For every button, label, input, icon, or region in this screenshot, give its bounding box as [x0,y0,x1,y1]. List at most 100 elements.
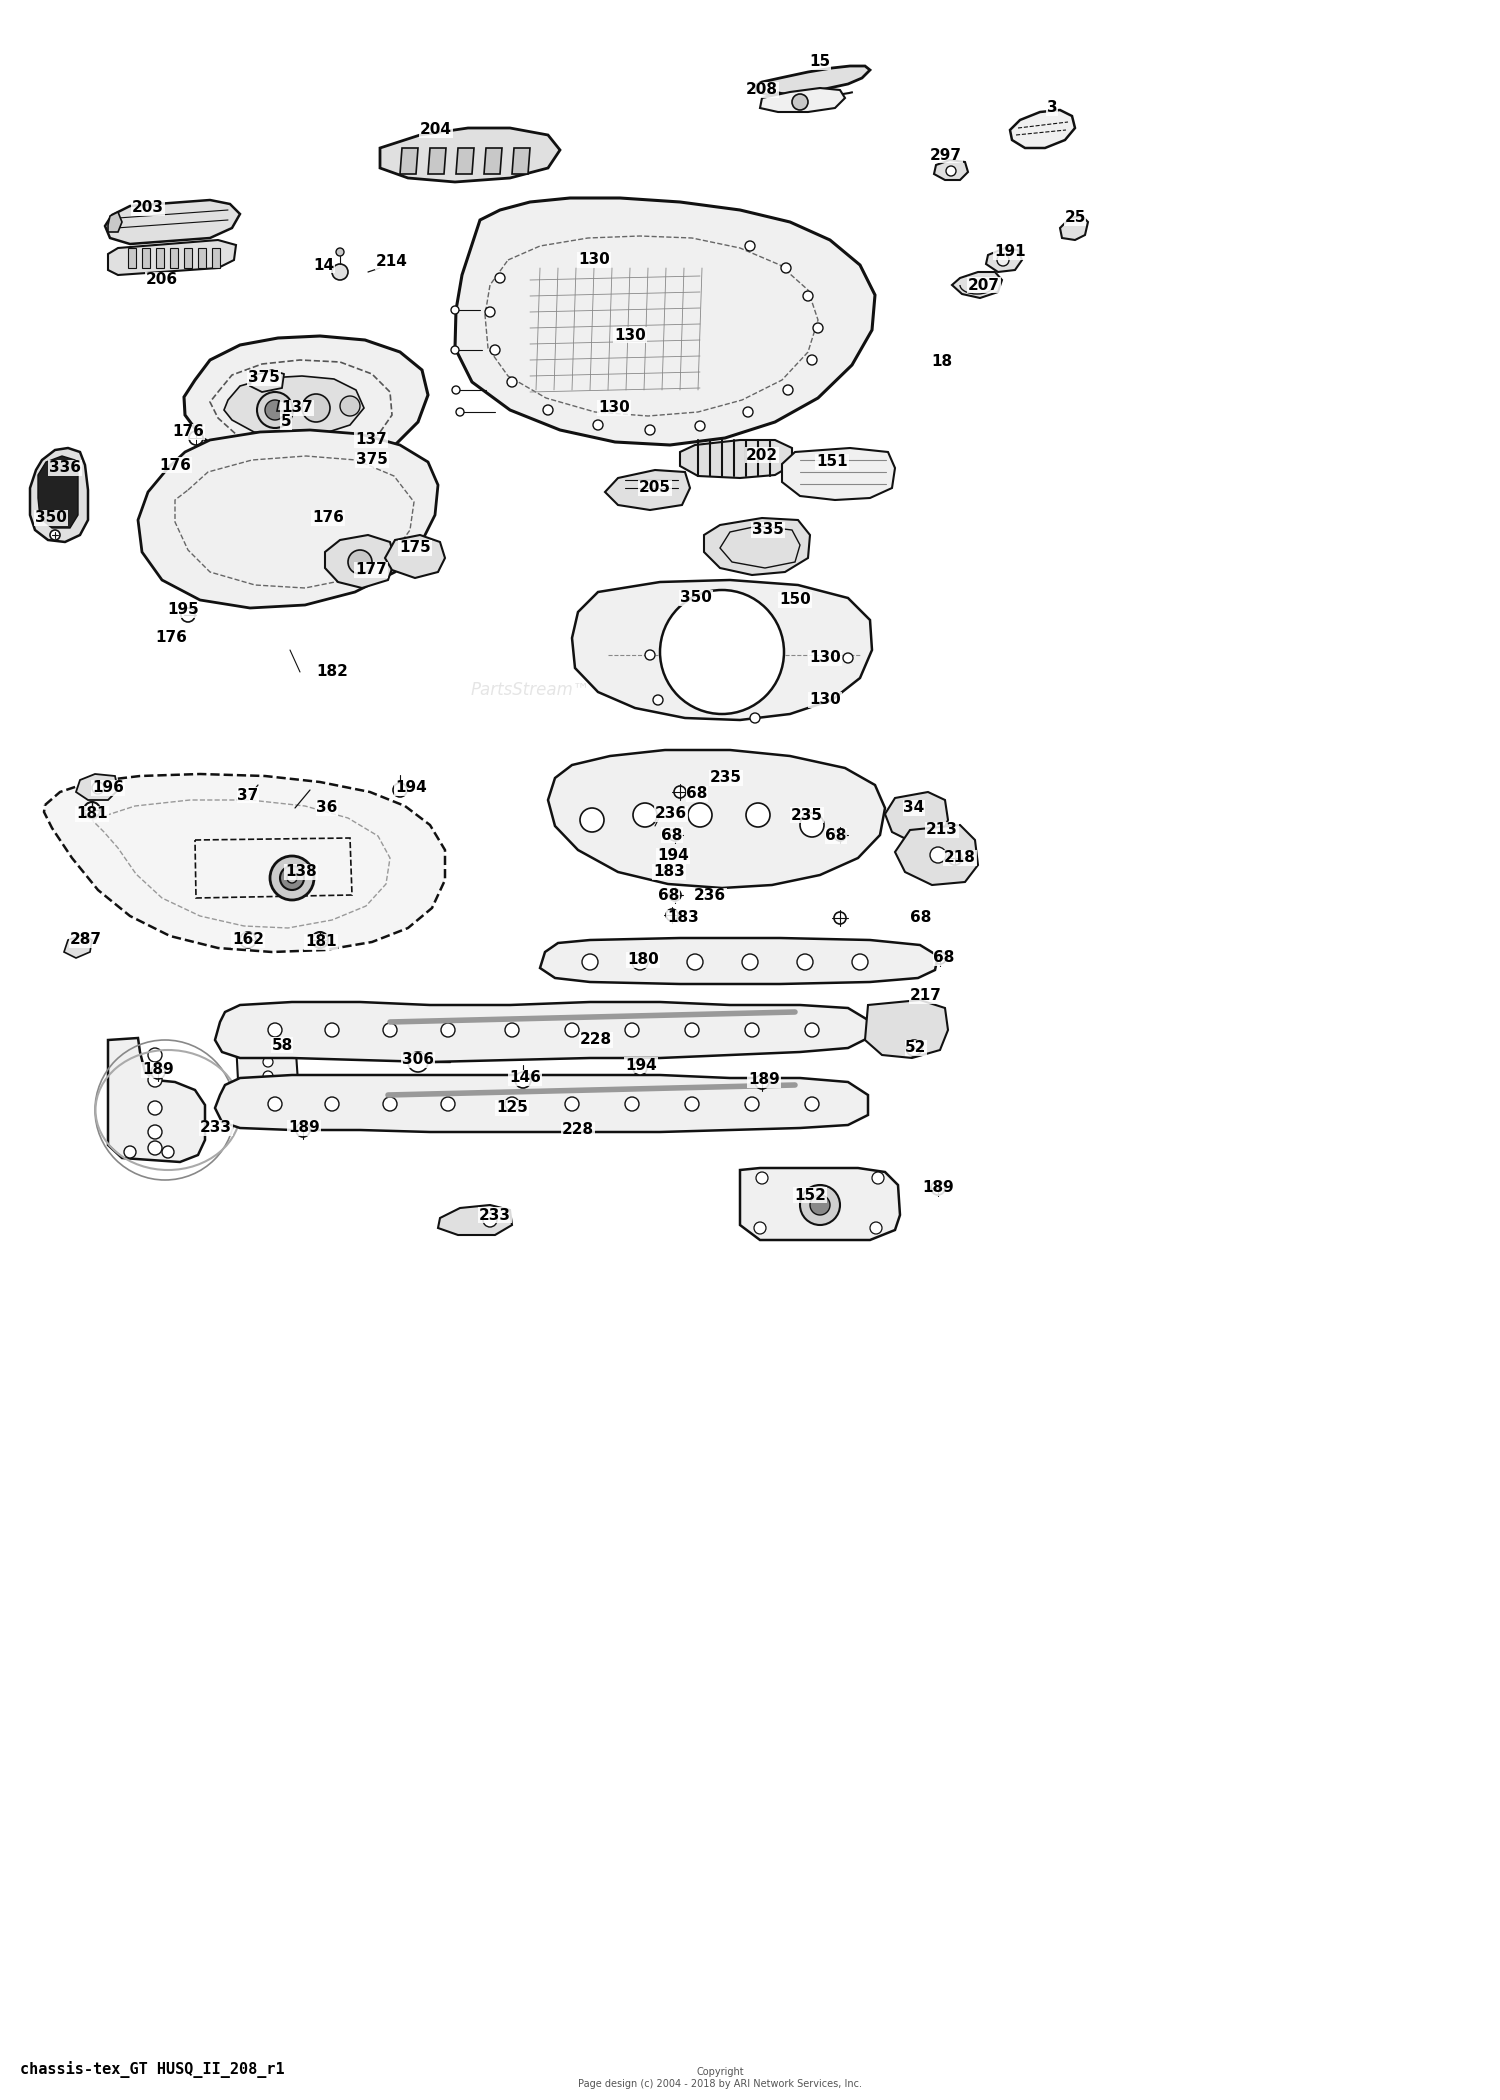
Circle shape [266,399,285,420]
Text: 176: 176 [312,510,344,525]
Circle shape [256,393,292,428]
Circle shape [262,1071,273,1082]
Text: 183: 183 [652,865,686,880]
Text: 218: 218 [944,850,976,865]
Text: 176: 176 [159,458,190,472]
Polygon shape [214,1002,868,1063]
Polygon shape [1010,109,1076,147]
Circle shape [633,1060,646,1075]
Circle shape [666,909,678,922]
Circle shape [633,802,657,827]
Circle shape [754,1222,766,1235]
Polygon shape [386,536,446,578]
Circle shape [286,874,297,882]
Text: 235: 235 [790,808,824,823]
Text: 146: 146 [509,1071,542,1086]
Polygon shape [30,447,88,542]
Polygon shape [1060,216,1088,239]
Text: 204: 204 [420,122,452,136]
Circle shape [506,1096,519,1111]
Circle shape [906,1040,922,1056]
Circle shape [270,857,314,901]
Circle shape [333,504,346,517]
Circle shape [148,1100,162,1115]
Text: 175: 175 [399,540,430,557]
Polygon shape [76,775,118,800]
Text: 18: 18 [932,355,952,370]
Text: 194: 194 [657,848,688,863]
Circle shape [686,1096,699,1111]
Text: 130: 130 [614,328,646,342]
Circle shape [632,953,648,970]
Polygon shape [211,248,220,269]
Polygon shape [278,401,292,412]
Polygon shape [156,248,164,269]
Circle shape [742,953,758,970]
Circle shape [687,953,703,970]
Polygon shape [512,147,530,174]
Circle shape [852,953,868,970]
Circle shape [262,1044,273,1052]
Circle shape [92,781,104,794]
Text: 5: 5 [280,414,291,430]
Circle shape [168,462,182,477]
Circle shape [834,911,846,924]
Circle shape [332,265,348,279]
Circle shape [326,1096,339,1111]
Polygon shape [540,939,938,985]
Polygon shape [454,197,874,445]
Text: 208: 208 [746,82,778,97]
Circle shape [262,1056,273,1067]
Text: 195: 195 [166,603,200,617]
Circle shape [124,1147,136,1157]
Polygon shape [108,212,122,231]
Polygon shape [438,1205,512,1235]
Text: 68: 68 [825,830,846,844]
Text: 189: 189 [142,1063,174,1077]
Text: 130: 130 [808,693,842,708]
Polygon shape [326,536,394,588]
Text: 68: 68 [687,788,708,802]
Circle shape [148,1073,162,1088]
Circle shape [652,695,663,706]
Circle shape [340,397,360,416]
Circle shape [746,242,754,252]
Circle shape [948,850,962,865]
Circle shape [756,1172,768,1184]
Text: 68: 68 [662,827,682,842]
Text: 181: 181 [76,806,108,821]
Circle shape [490,344,500,355]
Circle shape [806,1023,819,1037]
Circle shape [843,653,854,664]
Polygon shape [138,430,438,609]
Circle shape [348,550,372,573]
Circle shape [806,1096,819,1111]
Polygon shape [934,160,968,181]
Text: Copyright
Page design (c) 2004 - 2018 by ARI Network Services, Inc.: Copyright Page design (c) 2004 - 2018 by… [578,2066,862,2090]
Text: 214: 214 [376,254,408,269]
Circle shape [813,323,824,334]
Circle shape [669,888,681,901]
Text: 233: 233 [478,1208,512,1222]
Circle shape [382,1023,398,1037]
Circle shape [566,1023,579,1037]
Polygon shape [952,273,1002,298]
Polygon shape [251,370,284,393]
Polygon shape [740,1168,900,1239]
Circle shape [674,785,686,798]
Circle shape [382,1096,398,1111]
Polygon shape [44,775,445,951]
Polygon shape [456,147,474,174]
Circle shape [810,1195,830,1216]
Text: 205: 205 [639,481,670,496]
Circle shape [165,508,178,523]
Text: 138: 138 [285,865,316,880]
Circle shape [514,1071,531,1088]
Text: 189: 189 [748,1073,780,1088]
Text: 52: 52 [906,1040,927,1056]
Text: 14: 14 [314,258,334,273]
Text: 336: 336 [50,460,81,475]
Text: 189: 189 [922,1180,954,1195]
Circle shape [189,430,202,445]
Text: 125: 125 [496,1100,528,1115]
